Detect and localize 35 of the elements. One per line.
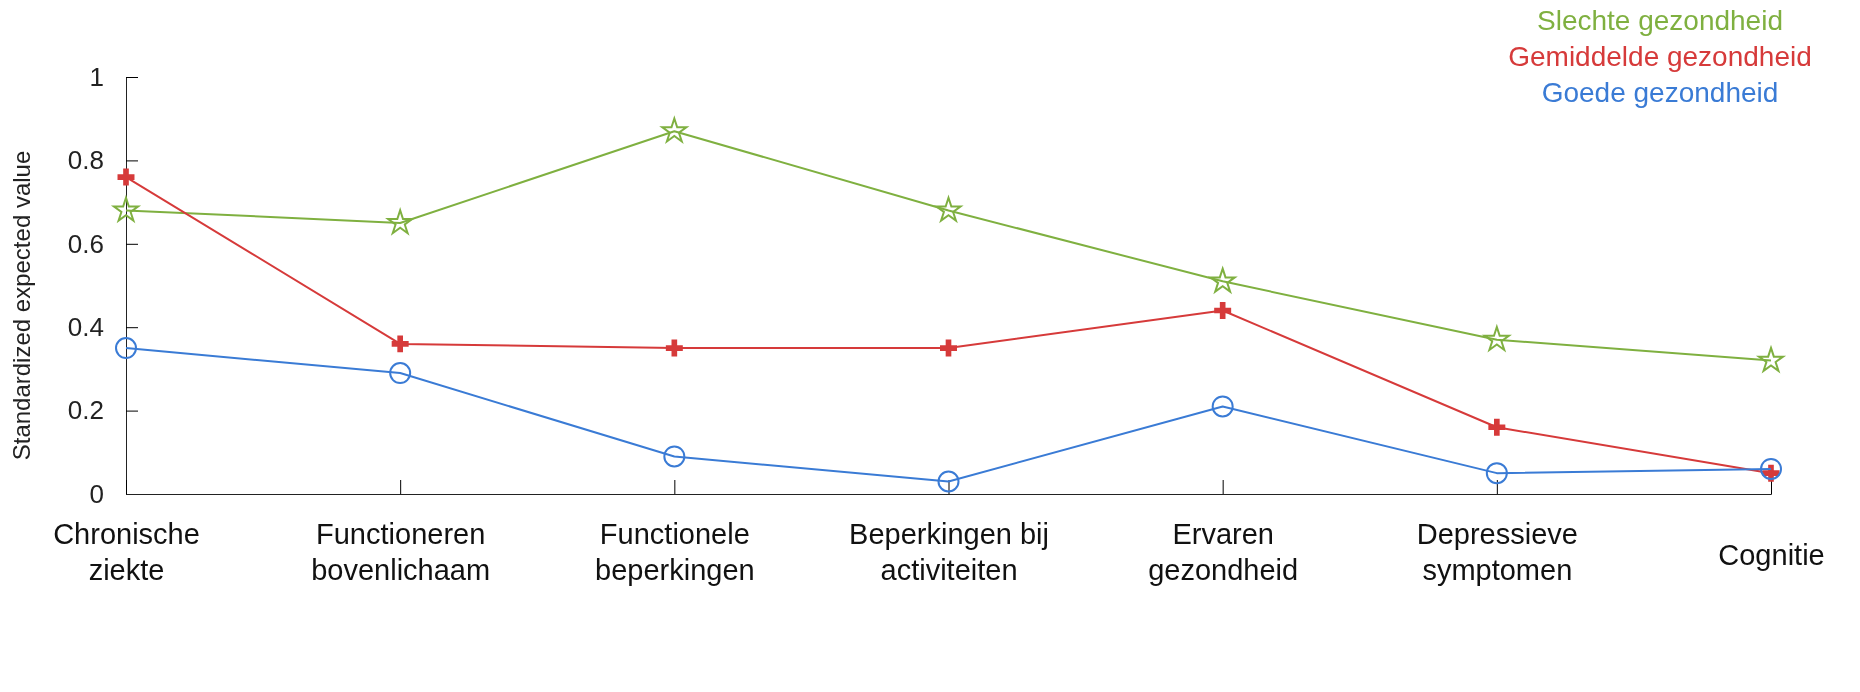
point: [940, 339, 957, 357]
y-tick-label: 0.4: [67, 312, 104, 343]
text: Slechte gezondheid: [1537, 5, 1783, 36]
point: [389, 362, 412, 385]
point: [117, 168, 135, 186]
y-tick-label: 0.8: [67, 145, 104, 176]
y-tick-label: 0.6: [67, 228, 104, 259]
y-axis-title: Standardized expected value: [8, 150, 35, 461]
point: [391, 335, 409, 353]
point: [665, 339, 683, 357]
point: [659, 115, 690, 144]
point: [1214, 302, 1232, 319]
point: [934, 194, 964, 224]
x-tick-label: Functionele beperkingen: [595, 518, 755, 586]
point: [663, 445, 686, 468]
point: [1485, 462, 1508, 485]
text: Gemiddelde gezondheid: [1508, 41, 1812, 72]
x-tick-label: Functioneren bovenlichaam: [311, 518, 491, 586]
point: [1208, 265, 1238, 295]
x-tick-label: Depressieve symptomen: [1416, 518, 1578, 586]
point: [115, 337, 137, 360]
x-tick-label: Beperkingen bij activiteiten: [849, 518, 1049, 586]
point: [111, 194, 141, 224]
point: [1211, 395, 1234, 418]
point: [1488, 418, 1506, 436]
point: [1760, 457, 1782, 480]
y-tick-label: 1: [89, 61, 104, 92]
text: Goede gezondheid: [1541, 77, 1779, 108]
y-tick-label: 0.2: [67, 395, 104, 426]
x-tick-label: Cognitie: [1718, 538, 1825, 571]
x-tick-label: Ervaren gezondheid: [1148, 518, 1299, 586]
x-tick-label: Chronische ziekte: [53, 518, 200, 586]
point: [937, 470, 960, 493]
y-tick-label: 0: [89, 478, 104, 509]
point: [1757, 346, 1785, 372]
